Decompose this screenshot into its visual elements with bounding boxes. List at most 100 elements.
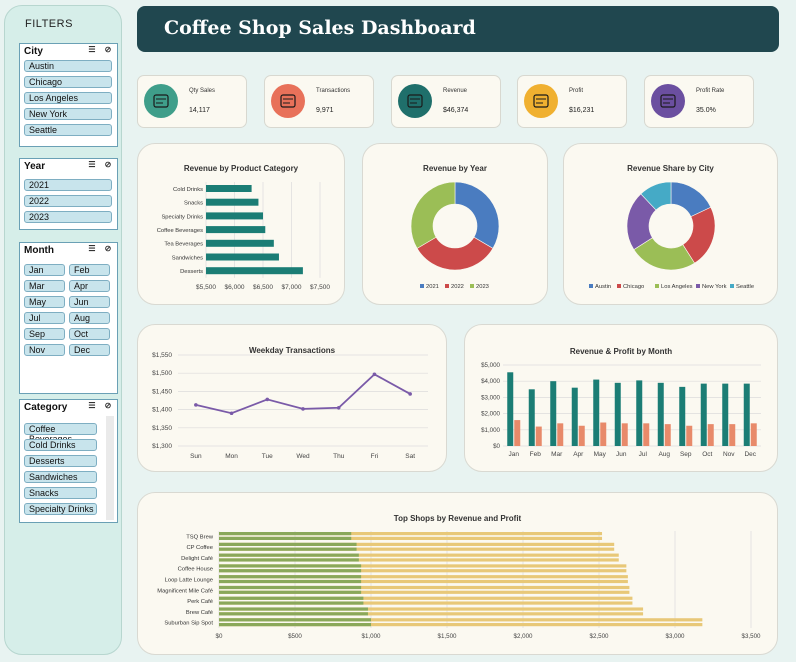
slicer-item[interactable]: Austin bbox=[24, 60, 112, 72]
bar bbox=[528, 389, 535, 446]
legend-swatch bbox=[655, 284, 659, 288]
legend-label: 2022 bbox=[451, 284, 464, 290]
multi-select-icon[interactable]: ☰ bbox=[88, 160, 96, 169]
bar bbox=[636, 380, 643, 446]
y-tick-label: Coffee Beverages bbox=[157, 228, 203, 234]
slicer-item[interactable]: May bbox=[24, 296, 65, 308]
bar bbox=[514, 420, 521, 446]
revenue-share-by-city-chart: Austin Chicago Los Angeles New York Seattle bbox=[589, 181, 754, 290]
bar bbox=[550, 381, 557, 446]
slicer-item[interactable]: Desserts bbox=[24, 455, 97, 467]
legend-swatch bbox=[696, 284, 700, 288]
bar bbox=[219, 596, 633, 600]
kpi-value: 35.0% bbox=[696, 107, 716, 114]
slicer-item[interactable]: Mar bbox=[24, 280, 65, 292]
y-tick-label: Sandwiches bbox=[172, 255, 203, 261]
bar bbox=[206, 253, 279, 261]
panel-title: Weekday Transactions bbox=[248, 346, 336, 355]
slicer-item[interactable]: 2021 bbox=[24, 179, 112, 191]
y-tick-label: Specialty Drinks bbox=[161, 214, 203, 220]
slicer-item[interactable]: 2023 bbox=[24, 211, 112, 223]
x-tick-label: Feb bbox=[530, 451, 542, 458]
money-bag-icon bbox=[651, 84, 685, 118]
pie-slice bbox=[416, 236, 494, 271]
slicer-item[interactable]: Nov bbox=[24, 344, 65, 356]
kpi-label: Revenue bbox=[443, 88, 468, 94]
slicer-item[interactable]: Jul bbox=[24, 312, 65, 324]
weekday-transactions-chart: $1,300 $1,350 $1,400 $1,450 $1,500 $1,550 Sun M… bbox=[152, 352, 428, 460]
bar bbox=[219, 536, 352, 540]
y-tick-label: Cold Drinks bbox=[173, 187, 203, 193]
slicer-item[interactable]: Jun bbox=[69, 296, 110, 308]
multi-select-icon[interactable]: ☰ bbox=[88, 45, 96, 54]
slicer-item[interactable]: Seattle bbox=[24, 124, 112, 136]
y-tick-label: $0 bbox=[493, 443, 500, 450]
slicer-scrollbar[interactable] bbox=[106, 416, 114, 520]
x-tick-label: $2,000 bbox=[514, 633, 533, 640]
bar bbox=[219, 612, 644, 616]
clear-filter-icon[interactable]: ⊘ bbox=[104, 401, 112, 410]
slicer-item[interactable]: Snacks bbox=[24, 487, 97, 499]
revenue-by-year-panel: Revenue by Year 2021 2022 2023 bbox=[362, 143, 548, 305]
slicer-item[interactable]: Feb bbox=[69, 264, 110, 276]
month-slicer: Month ☰ ⊘ Jan Feb Mar Apr May Jun Jul Aug Sep Oct… bbox=[19, 242, 118, 394]
clear-filter-icon[interactable]: ⊘ bbox=[104, 45, 112, 54]
filters-title: FILTERS bbox=[25, 18, 73, 30]
bar bbox=[219, 623, 703, 627]
y-tick-label: Snacks bbox=[184, 201, 203, 207]
slicer-item[interactable]: Los Angeles bbox=[24, 92, 112, 104]
bar bbox=[507, 372, 514, 446]
pie-slice bbox=[454, 181, 500, 249]
multi-select-icon[interactable]: ☰ bbox=[88, 401, 96, 410]
y-tick-label: Delight Café bbox=[181, 556, 213, 562]
bar bbox=[219, 553, 359, 557]
kpi-card: Profit Rate 35.0% bbox=[644, 75, 754, 128]
pie-slice bbox=[410, 181, 456, 249]
x-tick-label: $3,500 bbox=[742, 633, 761, 640]
slicer-item[interactable]: Sandwiches bbox=[24, 471, 97, 483]
multi-select-icon[interactable]: ☰ bbox=[88, 244, 96, 253]
y-tick-label: $1,550 bbox=[152, 352, 172, 359]
x-tick-label: Nov bbox=[723, 451, 735, 458]
bar bbox=[219, 564, 362, 568]
bar bbox=[219, 585, 630, 590]
profit-chart-icon bbox=[524, 84, 558, 118]
slicer-item[interactable]: Chicago bbox=[24, 76, 112, 88]
revenue-share-by-city-panel: Revenue Share by City Austin Chicago Los A… bbox=[563, 143, 778, 305]
slicer-item[interactable]: Apr bbox=[69, 280, 110, 292]
bar bbox=[206, 267, 303, 275]
panel-title: Top Shops by Revenue and Profit bbox=[393, 514, 522, 523]
revenue-by-year-chart: 2021 2022 2023 bbox=[410, 181, 500, 290]
bar bbox=[664, 424, 671, 446]
slicer-item[interactable]: Jan bbox=[24, 264, 65, 276]
bar bbox=[621, 423, 628, 446]
city-slicer: City ☰ ⊘ Austin Chicago Los Angeles New Yor… bbox=[19, 43, 118, 147]
slicer-item[interactable]: Aug bbox=[69, 312, 110, 324]
slicer-item[interactable]: Dec bbox=[69, 344, 110, 356]
bar bbox=[219, 590, 362, 594]
y-tick-label: $1,500 bbox=[152, 370, 172, 377]
top-shops-chart: $0 $500 $1,000 $1,500 $2,000 $2,500 $3,000 $3,5… bbox=[157, 531, 761, 640]
bar bbox=[219, 564, 627, 568]
slicer-item[interactable]: Sep bbox=[24, 328, 65, 340]
slicer-item[interactable]: New York bbox=[24, 108, 112, 120]
bar bbox=[219, 590, 630, 594]
bar bbox=[593, 379, 600, 446]
x-tick-label: Oct bbox=[702, 451, 712, 458]
price-tag-icon bbox=[271, 84, 305, 118]
bar bbox=[219, 532, 352, 536]
slicer-item[interactable]: Specialty Drinks bbox=[24, 503, 97, 515]
y-tick-label: $1,300 bbox=[152, 443, 172, 450]
clear-filter-icon[interactable]: ⊘ bbox=[104, 244, 112, 253]
y-tick-label: Loop Latte Lounge bbox=[165, 578, 213, 584]
bar bbox=[219, 575, 362, 579]
slicer-item[interactable]: 2022 bbox=[24, 195, 112, 207]
clear-filter-icon[interactable]: ⊘ bbox=[104, 160, 112, 169]
x-tick-label: $6,500 bbox=[253, 284, 273, 291]
slicer-item[interactable]: Coffee Beverages bbox=[24, 423, 97, 444]
x-tick-label: Wed bbox=[296, 453, 310, 460]
slicer-item[interactable]: Oct bbox=[69, 328, 110, 340]
bar bbox=[219, 612, 368, 616]
slicer-item[interactable]: Cold Drinks bbox=[24, 439, 97, 451]
bar bbox=[571, 387, 578, 446]
